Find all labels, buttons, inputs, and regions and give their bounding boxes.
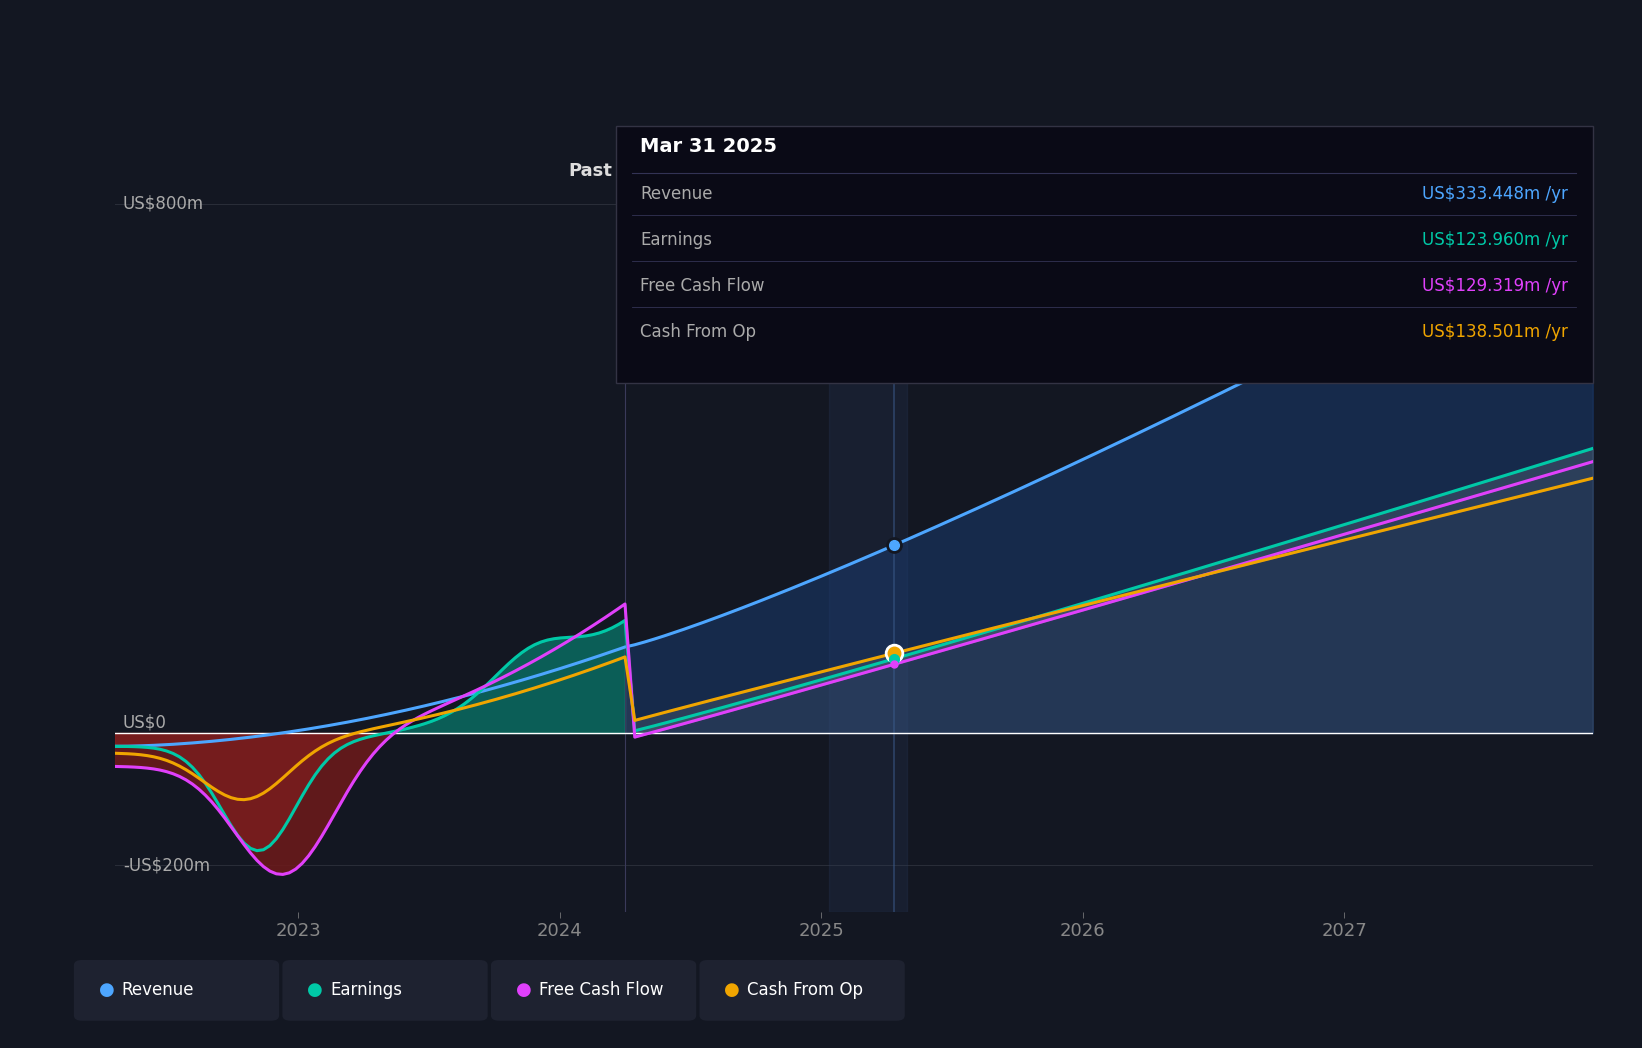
Text: Free Cash Flow: Free Cash Flow <box>640 278 765 296</box>
Text: ●: ● <box>516 981 532 1000</box>
Text: US$138.501m /yr: US$138.501m /yr <box>1422 324 1568 342</box>
Text: Past: Past <box>568 162 612 180</box>
Text: Earnings: Earnings <box>640 232 713 249</box>
Text: US$0: US$0 <box>123 714 166 732</box>
Text: US$333.448m /yr: US$333.448m /yr <box>1422 185 1568 203</box>
Text: Revenue: Revenue <box>122 981 194 1000</box>
Text: Cash From Op: Cash From Op <box>747 981 864 1000</box>
Text: -US$200m: -US$200m <box>123 856 210 874</box>
Text: ●: ● <box>307 981 323 1000</box>
Text: Earnings: Earnings <box>330 981 402 1000</box>
Text: Analysts Forecasts: Analysts Forecasts <box>645 162 814 180</box>
Text: Revenue: Revenue <box>640 185 713 203</box>
Text: US$129.319m /yr: US$129.319m /yr <box>1422 278 1568 296</box>
Text: Mar 31 2025: Mar 31 2025 <box>640 137 777 156</box>
Text: Cash From Op: Cash From Op <box>640 324 757 342</box>
Text: Free Cash Flow: Free Cash Flow <box>539 981 663 1000</box>
Text: ●: ● <box>99 981 115 1000</box>
Text: US$123.960m /yr: US$123.960m /yr <box>1422 232 1568 249</box>
Text: US$800m: US$800m <box>123 195 204 213</box>
Text: ●: ● <box>724 981 741 1000</box>
Bar <box>829 157 908 912</box>
